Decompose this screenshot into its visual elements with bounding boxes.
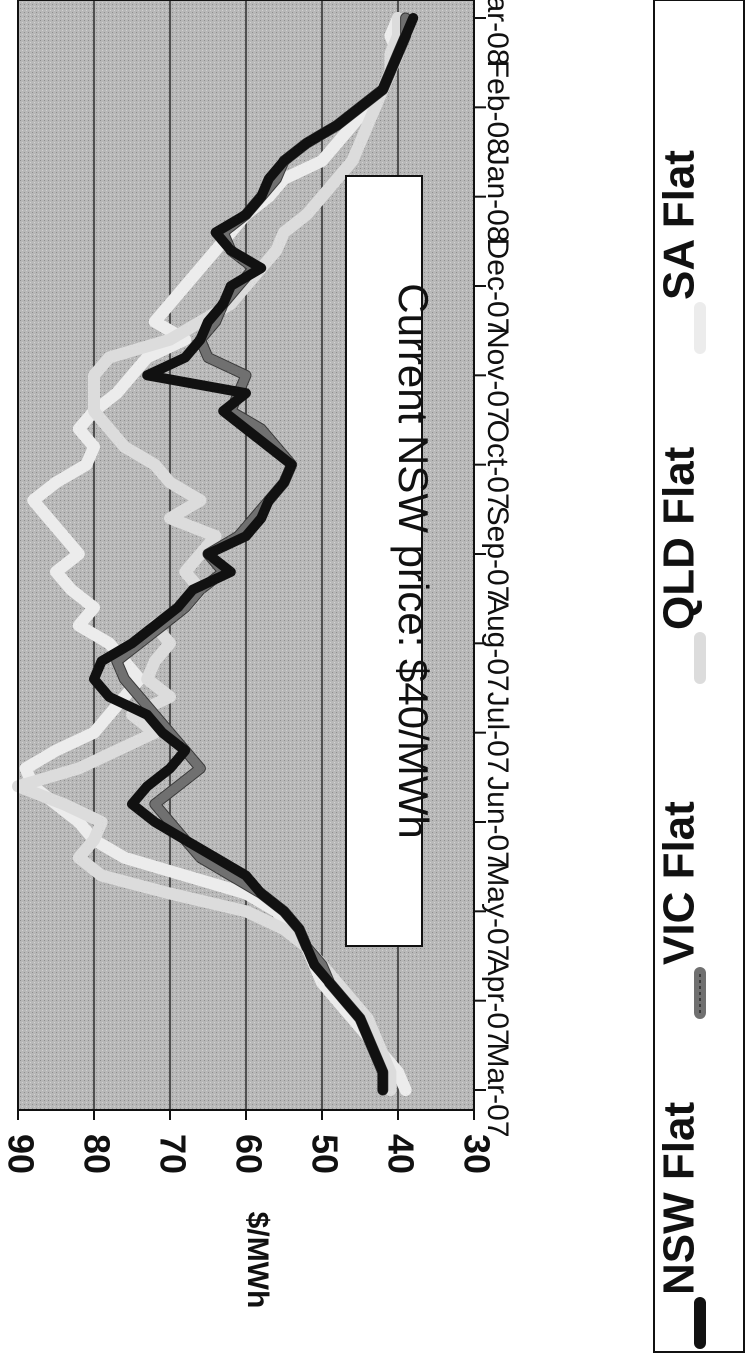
x-tick-label-apr-07: Apr-07: [481, 956, 514, 1046]
y-tick-label-80: 80: [76, 1134, 117, 1174]
x-tick-label-jul-07: Jul-07: [481, 692, 514, 774]
x-tick-group: Mar-07Apr-07May-07Jun-07Jul-07Aug-07Sep-…: [474, 0, 514, 1138]
x-tick-label-sep-07: Sep-07: [481, 506, 514, 603]
y-tick-label-50: 50: [304, 1134, 345, 1174]
x-tick-label-jan-08: Jan-08: [481, 151, 514, 243]
x-tick-label-feb-08: Feb-08: [481, 60, 514, 155]
y-tick-label-70: 70: [152, 1134, 193, 1174]
y-axis-label: $/MWh: [241, 1212, 274, 1309]
legend-item-qld-flat: QLD Flat: [655, 446, 706, 684]
x-tick-label-nov-07: Nov-07: [481, 327, 514, 424]
y-tick-label-30: 30: [456, 1134, 497, 1174]
x-tick-label-may-07: May-07: [481, 861, 514, 961]
legend-item-nsw-flat: NSW Flat: [655, 1102, 706, 1349]
series-line-qld-flat: [12, 12, 404, 1096]
price-annotation: Current NSW price: $40/MWh: [345, 175, 437, 947]
legend-label-qld-flat: QLD Flat: [655, 446, 704, 630]
series-line-nsw-flat: [89, 13, 419, 1095]
x-tick-label-mar-08: Mar-08: [481, 0, 514, 66]
y-tick-label-40: 40: [380, 1134, 421, 1174]
series-layer: [12, 12, 419, 1096]
legend-label-nsw-flat: NSW Flat: [655, 1102, 704, 1295]
legend-item-sa-flat: SA Flat: [655, 150, 706, 354]
x-tick-label-oct-07: Oct-07: [481, 420, 514, 510]
x-tick-label-jun-07: Jun-07: [481, 776, 514, 868]
legend-label-sa-flat: SA Flat: [655, 150, 704, 300]
annotation-text: Current NSW price: $40/MWh: [390, 283, 437, 838]
x-tick-label-dec-07: Dec-07: [481, 238, 514, 335]
y-tick-label-60: 60: [228, 1134, 269, 1174]
y-tick-group: 30 40 50 60 70 80 90: [0, 1110, 497, 1174]
x-tick-label-aug-07: Aug-07: [481, 595, 514, 692]
y-tick-label-90: 90: [0, 1134, 41, 1174]
legend-label-vic-flat: VIC Flat: [655, 801, 704, 965]
legend-item-vic-flat: VIC Flat: [655, 801, 706, 1019]
legend: NSW Flat VIC Flat QLD Flat SA Flat: [655, 150, 706, 1349]
annotation-box: [345, 175, 423, 947]
x-tick-label-mar-07: Mar-07: [481, 1042, 514, 1137]
